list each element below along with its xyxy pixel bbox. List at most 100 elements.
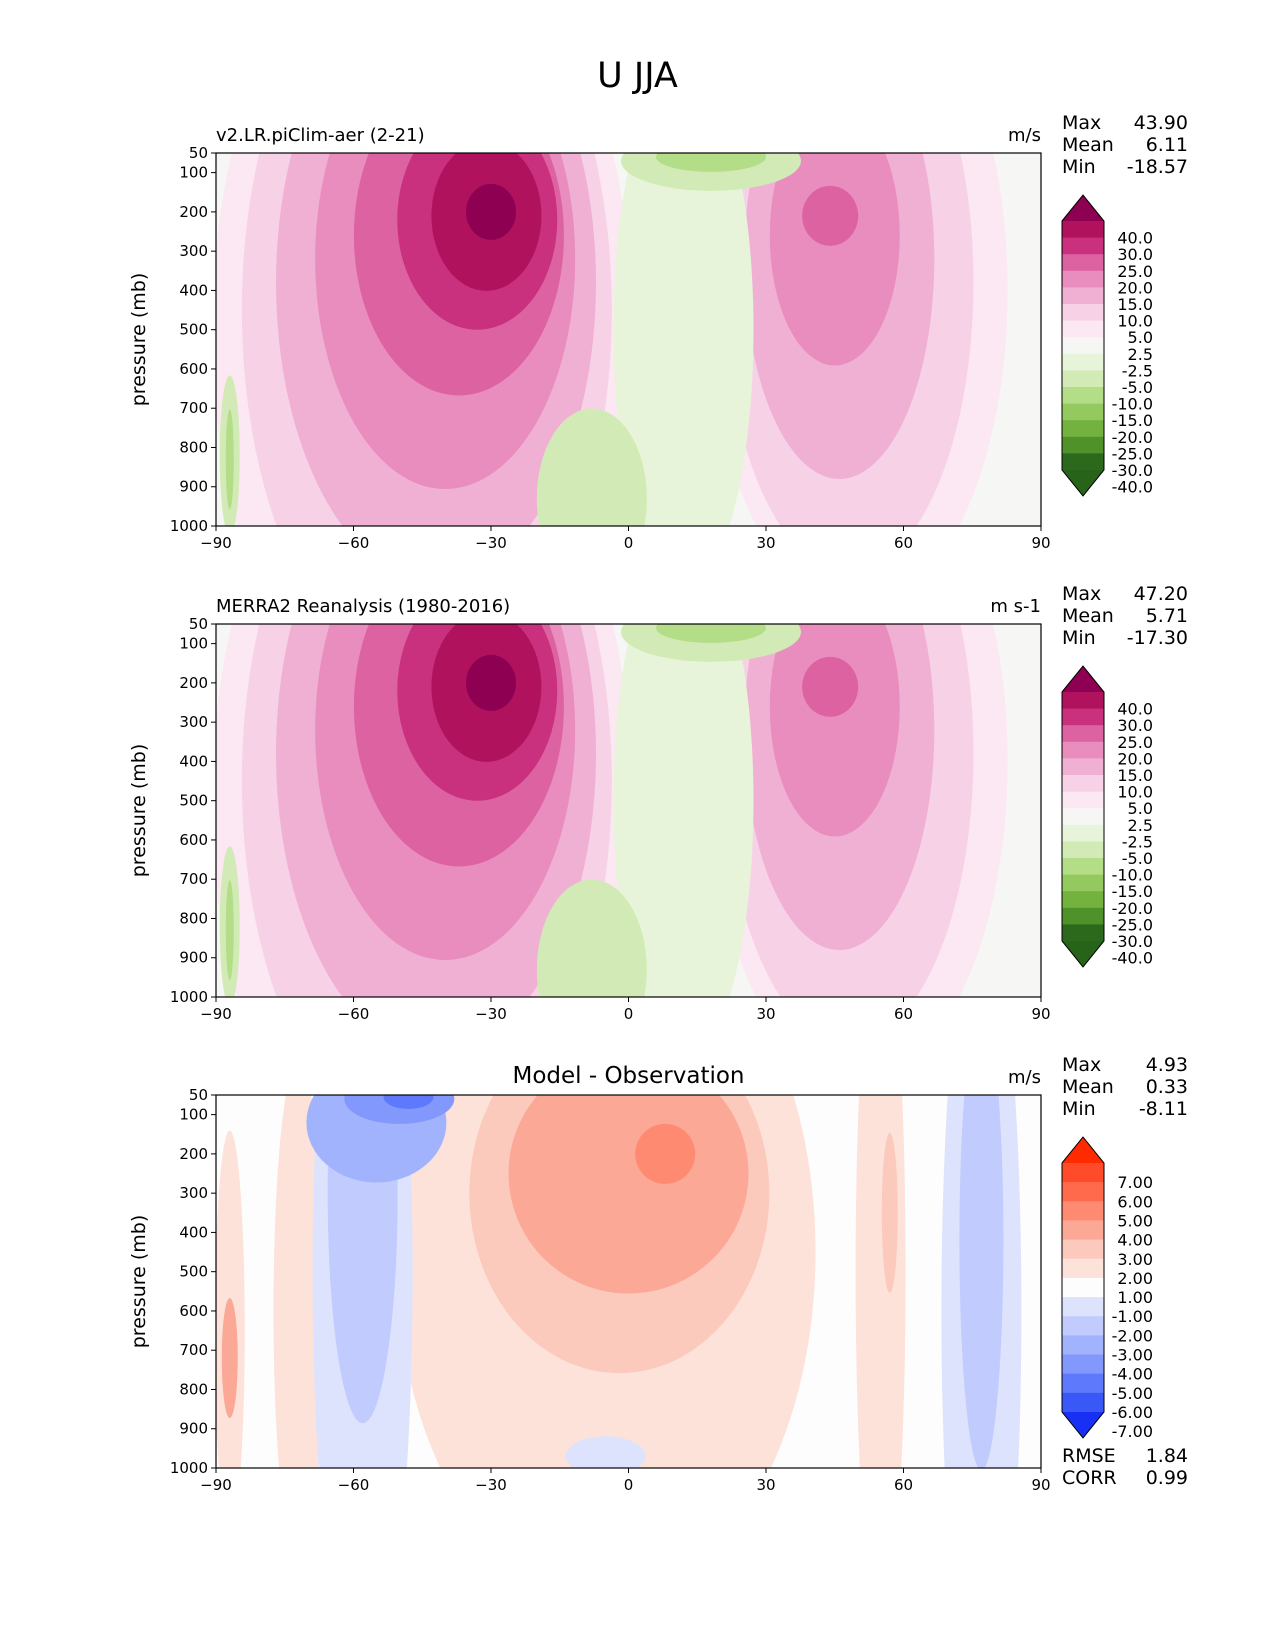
panel-title: MERRA2 Reanalysis (1980-2016) (216, 596, 510, 617)
negative-contour (306, 1095, 447, 1183)
stat-label: Mean (1062, 1076, 1114, 1098)
colorbar-band (1062, 1316, 1104, 1336)
stat-value: 43.90 (1134, 112, 1188, 134)
colorbar-band (1062, 221, 1104, 239)
stat-label: Mean (1062, 605, 1114, 627)
colorbar-label: 7.00 (1117, 1173, 1153, 1192)
negative-contour (565, 1436, 646, 1468)
y-tick-label: 900 (179, 1420, 208, 1438)
colorbar-label: 6.00 (1117, 1192, 1153, 1211)
y-tick-label: 300 (179, 1184, 208, 1202)
colorbar-band (1062, 353, 1104, 371)
colorbar-label: -20.0 (1112, 428, 1153, 447)
x-tick-label: −60 (338, 1476, 370, 1494)
colorbar-band (1062, 1277, 1104, 1298)
easterly-contour (225, 880, 234, 981)
colorbar-label: 4.00 (1117, 1231, 1153, 1250)
y-tick-label: 200 (179, 203, 208, 221)
colorbar-outline (1061, 665, 1105, 968)
units-label: m s-1 (990, 596, 1041, 617)
colorbar-label: -20.0 (1112, 899, 1153, 918)
metric-value: 0.99 (1146, 1467, 1188, 1489)
contour-fill (216, 1095, 1022, 1468)
x-tick-label: −30 (475, 1476, 507, 1494)
stat-label: Min (1062, 1098, 1096, 1120)
y-tick-label: 500 (179, 321, 208, 339)
x-tick-label: 0 (624, 1476, 634, 1494)
units-label: m/s (1008, 125, 1041, 146)
colorbar-label: 40.0 (1117, 700, 1153, 719)
colorbar-label: -40.0 (1112, 478, 1153, 497)
colorbar-band (1062, 791, 1104, 809)
positive-contour (273, 1095, 324, 1468)
y-tick-label: 800 (179, 909, 208, 927)
colorbar-label: -7.00 (1112, 1422, 1153, 1441)
negative-contour (959, 1095, 1004, 1468)
colorbar-band (1062, 907, 1104, 925)
colorbar: 40.030.025.020.015.010.05.02.5-2.5-5.0-1… (1061, 194, 1153, 497)
easterly-contour (656, 153, 766, 172)
y-tick-label: 300 (179, 713, 208, 731)
colorbar-band (1062, 741, 1104, 759)
y-tick-label: 600 (179, 360, 208, 378)
jet-contour (769, 153, 900, 366)
easterly-contour (225, 409, 234, 510)
jet-contour (769, 624, 900, 837)
colorbar-extend-top (1062, 666, 1104, 692)
easterly-contour (656, 624, 766, 643)
colorbar-label: -2.5 (1122, 832, 1153, 851)
colorbar-label: -6.00 (1112, 1403, 1153, 1422)
y-tick-label: 1000 (170, 988, 208, 1006)
colorbar-label: -40.0 (1112, 949, 1153, 968)
colorbar-label: 5.00 (1117, 1211, 1153, 1230)
colorbar-outline (1061, 1136, 1105, 1439)
colorbar-band (1062, 824, 1104, 842)
colorbar-label: 5.0 (1128, 328, 1153, 347)
colorbar-label: 10.0 (1117, 312, 1153, 331)
stat-label: Max (1062, 1054, 1101, 1076)
stat-label: Min (1062, 627, 1096, 649)
colorbar-band (1062, 808, 1104, 826)
colorbar: 7.006.005.004.003.002.001.00-1.00-2.00-3… (1061, 1136, 1153, 1441)
positive-contour (855, 1095, 906, 1468)
colorbar-extend-top (1062, 1137, 1104, 1163)
colorbar-band (1062, 270, 1104, 288)
colorbar-label: 10.0 (1117, 783, 1153, 802)
colorbar-band (1062, 420, 1104, 438)
x-tick-label: 90 (1031, 1476, 1050, 1494)
easterly-contour (613, 153, 754, 526)
colorbar-label: 3.00 (1117, 1250, 1153, 1269)
jet-contour (802, 656, 859, 717)
contour-fill (216, 624, 1008, 997)
colorbar-band (1062, 924, 1104, 942)
positive-contour (881, 1132, 898, 1293)
y-tick-label: 1000 (170, 1459, 208, 1477)
colorbar-band (1062, 1335, 1104, 1356)
panel-title: v2.LR.piClim-aer (2-21) (216, 125, 425, 146)
metric-label: RMSE (1062, 1445, 1116, 1467)
colorbar-label: 15.0 (1117, 295, 1153, 314)
colorbar-label: -25.0 (1112, 444, 1153, 463)
negative-contour (383, 1095, 434, 1109)
y-axis-label: pressure (mb) (128, 1215, 150, 1349)
colorbar-band (1062, 337, 1104, 355)
y-tick-label: 900 (179, 949, 208, 967)
x-tick-label: 90 (1031, 1005, 1050, 1023)
stat-value: -18.57 (1127, 156, 1188, 178)
metric-value: 1.84 (1146, 1445, 1188, 1467)
colorbar-label: -3.00 (1112, 1346, 1153, 1365)
stat-value: -8.11 (1139, 1098, 1188, 1120)
y-tick-label: 100 (179, 164, 208, 182)
colorbar-band (1062, 891, 1104, 909)
y-tick-label: 50 (189, 1086, 208, 1104)
colorbar-band (1062, 858, 1104, 876)
y-tick-label: 200 (179, 1145, 208, 1163)
colorbar-label: 30.0 (1117, 716, 1153, 735)
colorbar-label: 2.00 (1117, 1269, 1153, 1288)
y-tick-label: 400 (179, 752, 208, 770)
colorbar-band (1062, 1373, 1104, 1394)
colorbar-band (1062, 287, 1104, 305)
y-tick-label: 800 (179, 438, 208, 456)
panel-title: Model - Observation (512, 1063, 744, 1089)
